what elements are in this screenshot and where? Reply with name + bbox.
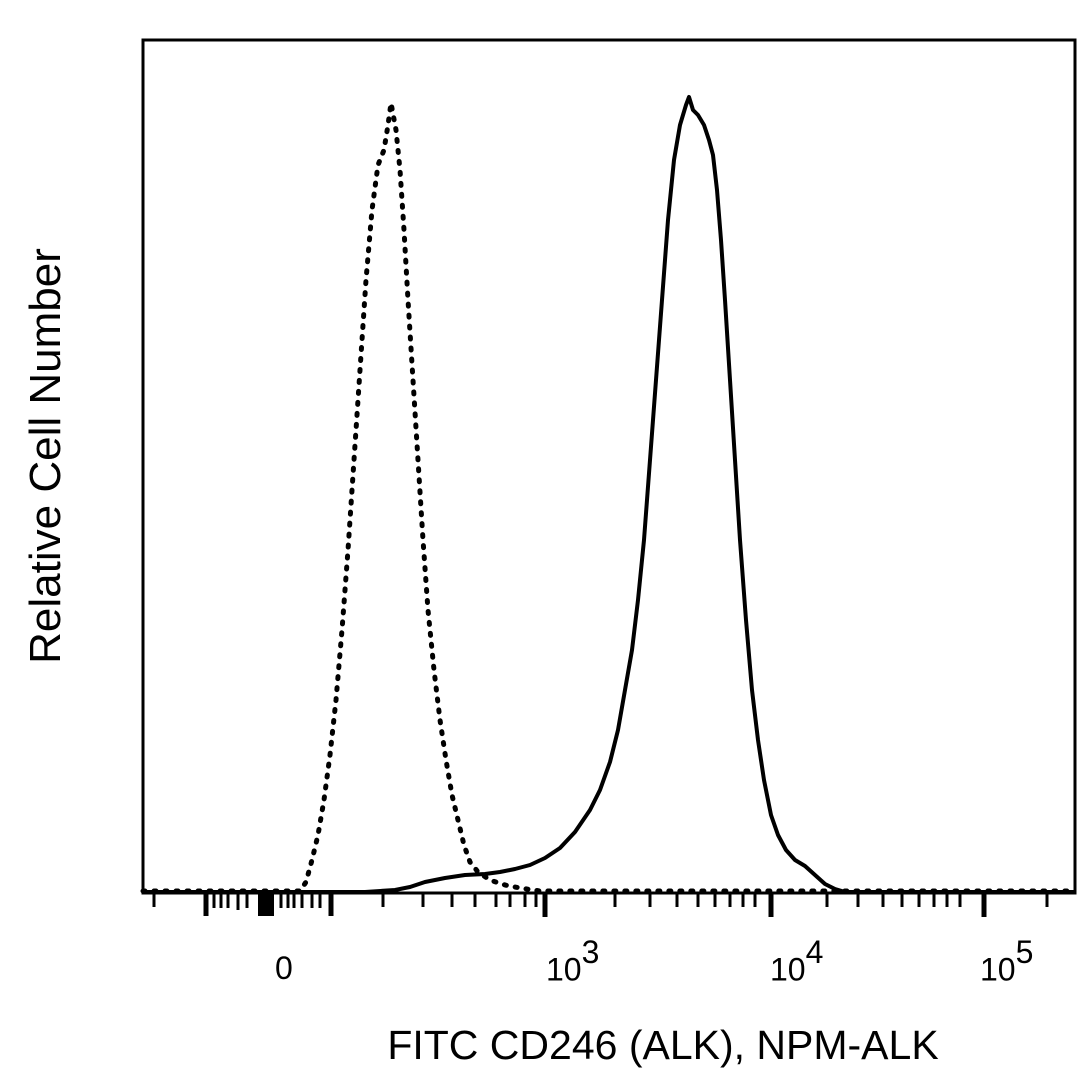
y-axis-label: Relative Cell Number (21, 248, 70, 664)
isotype-control-curve (140, 102, 1078, 894)
plot-frame (141, 38, 1077, 895)
x-tick-label-10e4: 104 (770, 934, 824, 988)
stained-sample-curve (143, 95, 1075, 894)
x-tick-label-0: 0 (275, 950, 293, 986)
x-axis-label: FITC CD246 (ALK), NPM-ALK (387, 1022, 939, 1068)
x-axis-ticks (152, 893, 1049, 917)
x-tick-label-10e5: 105 (980, 934, 1034, 988)
x-tick-label-10e3: 103 (546, 934, 600, 988)
